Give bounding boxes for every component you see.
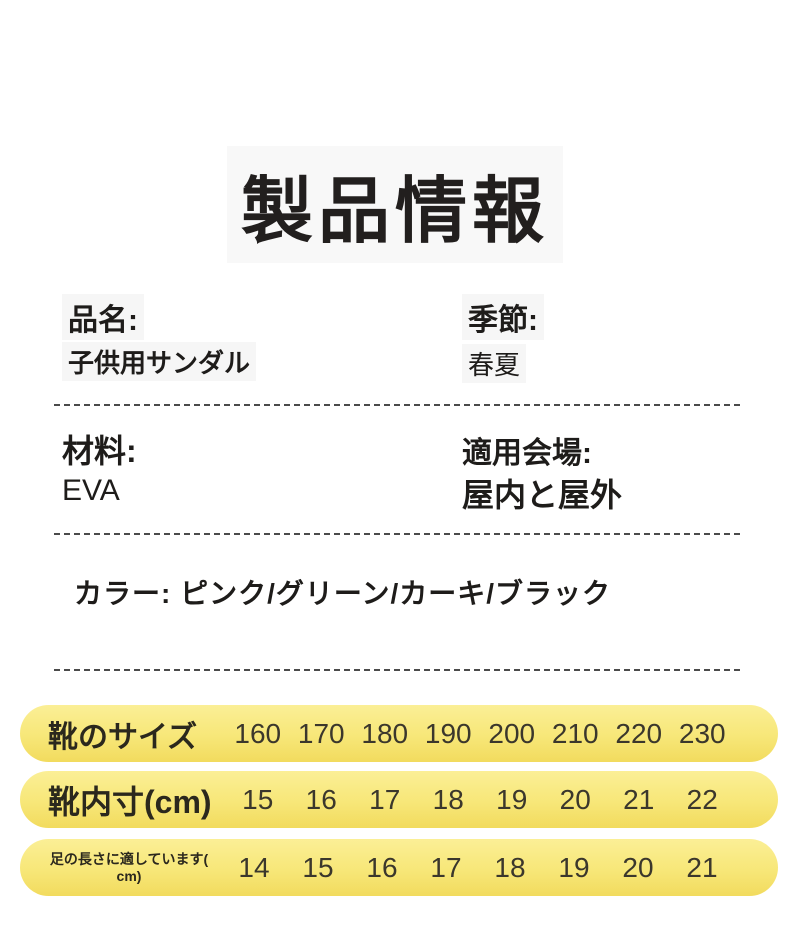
- product-name-value: 子供用サンダル: [62, 342, 257, 381]
- size-row-shoe-size: 靴のサイズ 160 170 180 190 200 210 220 230: [20, 705, 778, 762]
- material-value: EVA: [62, 474, 120, 507]
- divider-middle: [54, 533, 740, 535]
- material-label: 材料:: [62, 433, 137, 469]
- size-cell: 19: [558, 851, 590, 883]
- size-cell: 170: [297, 717, 345, 749]
- size-cell: 15: [302, 851, 334, 883]
- size-cell: 210: [551, 717, 599, 749]
- divider-top: [54, 404, 740, 406]
- product-name-label: 品名:: [62, 294, 144, 340]
- size-row-foot-length-label: 足の長さに適しています( cm): [20, 851, 222, 885]
- size-row-shoe-size-label: 靴のサイズ: [48, 720, 198, 754]
- color-line: カラー: ピンク/グリーン/カーキ/ブラック: [74, 572, 611, 612]
- color-label: カラー:: [74, 578, 172, 609]
- size-cell: 14: [238, 851, 270, 883]
- size-cell: 18: [494, 851, 526, 883]
- venue-label: 適用会場:: [462, 437, 592, 470]
- size-row-inner-length-values: 15 16 17 18 19 20 21 22: [226, 784, 778, 816]
- size-cell: 20: [622, 851, 654, 883]
- size-cell: 16: [366, 851, 398, 883]
- size-cell: 17: [369, 783, 401, 815]
- size-row-foot-length-label-line1: 足の長さに適しています(: [49, 850, 209, 867]
- size-cell: 22: [686, 783, 718, 815]
- size-cell: 230: [678, 717, 726, 749]
- size-row-foot-length: 足の長さに適しています( cm) 14 15 16 17 18 19 20 21: [20, 839, 778, 896]
- size-row-foot-length-label-line2: cm): [116, 867, 142, 884]
- page-title-text: 製品情報: [226, 146, 563, 263]
- size-cell: 200: [488, 717, 536, 749]
- page-title: 製品情報: [0, 146, 790, 263]
- size-cell: 15: [242, 783, 274, 815]
- size-row-inner-length-label: 靴内寸(cm): [48, 783, 212, 820]
- divider-bottom: [54, 669, 740, 671]
- color-value: ピンク/グリーン/カーキ/ブラック: [180, 578, 612, 609]
- size-cell: 180: [361, 717, 409, 749]
- season-value: 春夏: [462, 344, 527, 383]
- size-cell: 220: [615, 717, 663, 749]
- size-cell: 160: [234, 717, 282, 749]
- size-cell: 20: [559, 783, 591, 815]
- size-cell: 190: [424, 717, 472, 749]
- size-cell: 17: [430, 851, 462, 883]
- size-row-inner-length: 靴内寸(cm) 15 16 17 18 19 20 21 22: [20, 771, 778, 828]
- size-row-shoe-size-values: 160 170 180 190 200 210 220 230: [226, 718, 778, 750]
- season-label: 季節:: [462, 294, 544, 340]
- venue-value: 屋内と屋外: [462, 477, 623, 513]
- size-cell: 19: [496, 783, 528, 815]
- size-cell: 16: [305, 783, 337, 815]
- size-cell: 18: [432, 783, 464, 815]
- size-cell: 21: [686, 851, 718, 883]
- size-cell: 21: [623, 783, 655, 815]
- size-row-foot-length-values: 14 15 16 17 18 19 20 21: [222, 852, 778, 884]
